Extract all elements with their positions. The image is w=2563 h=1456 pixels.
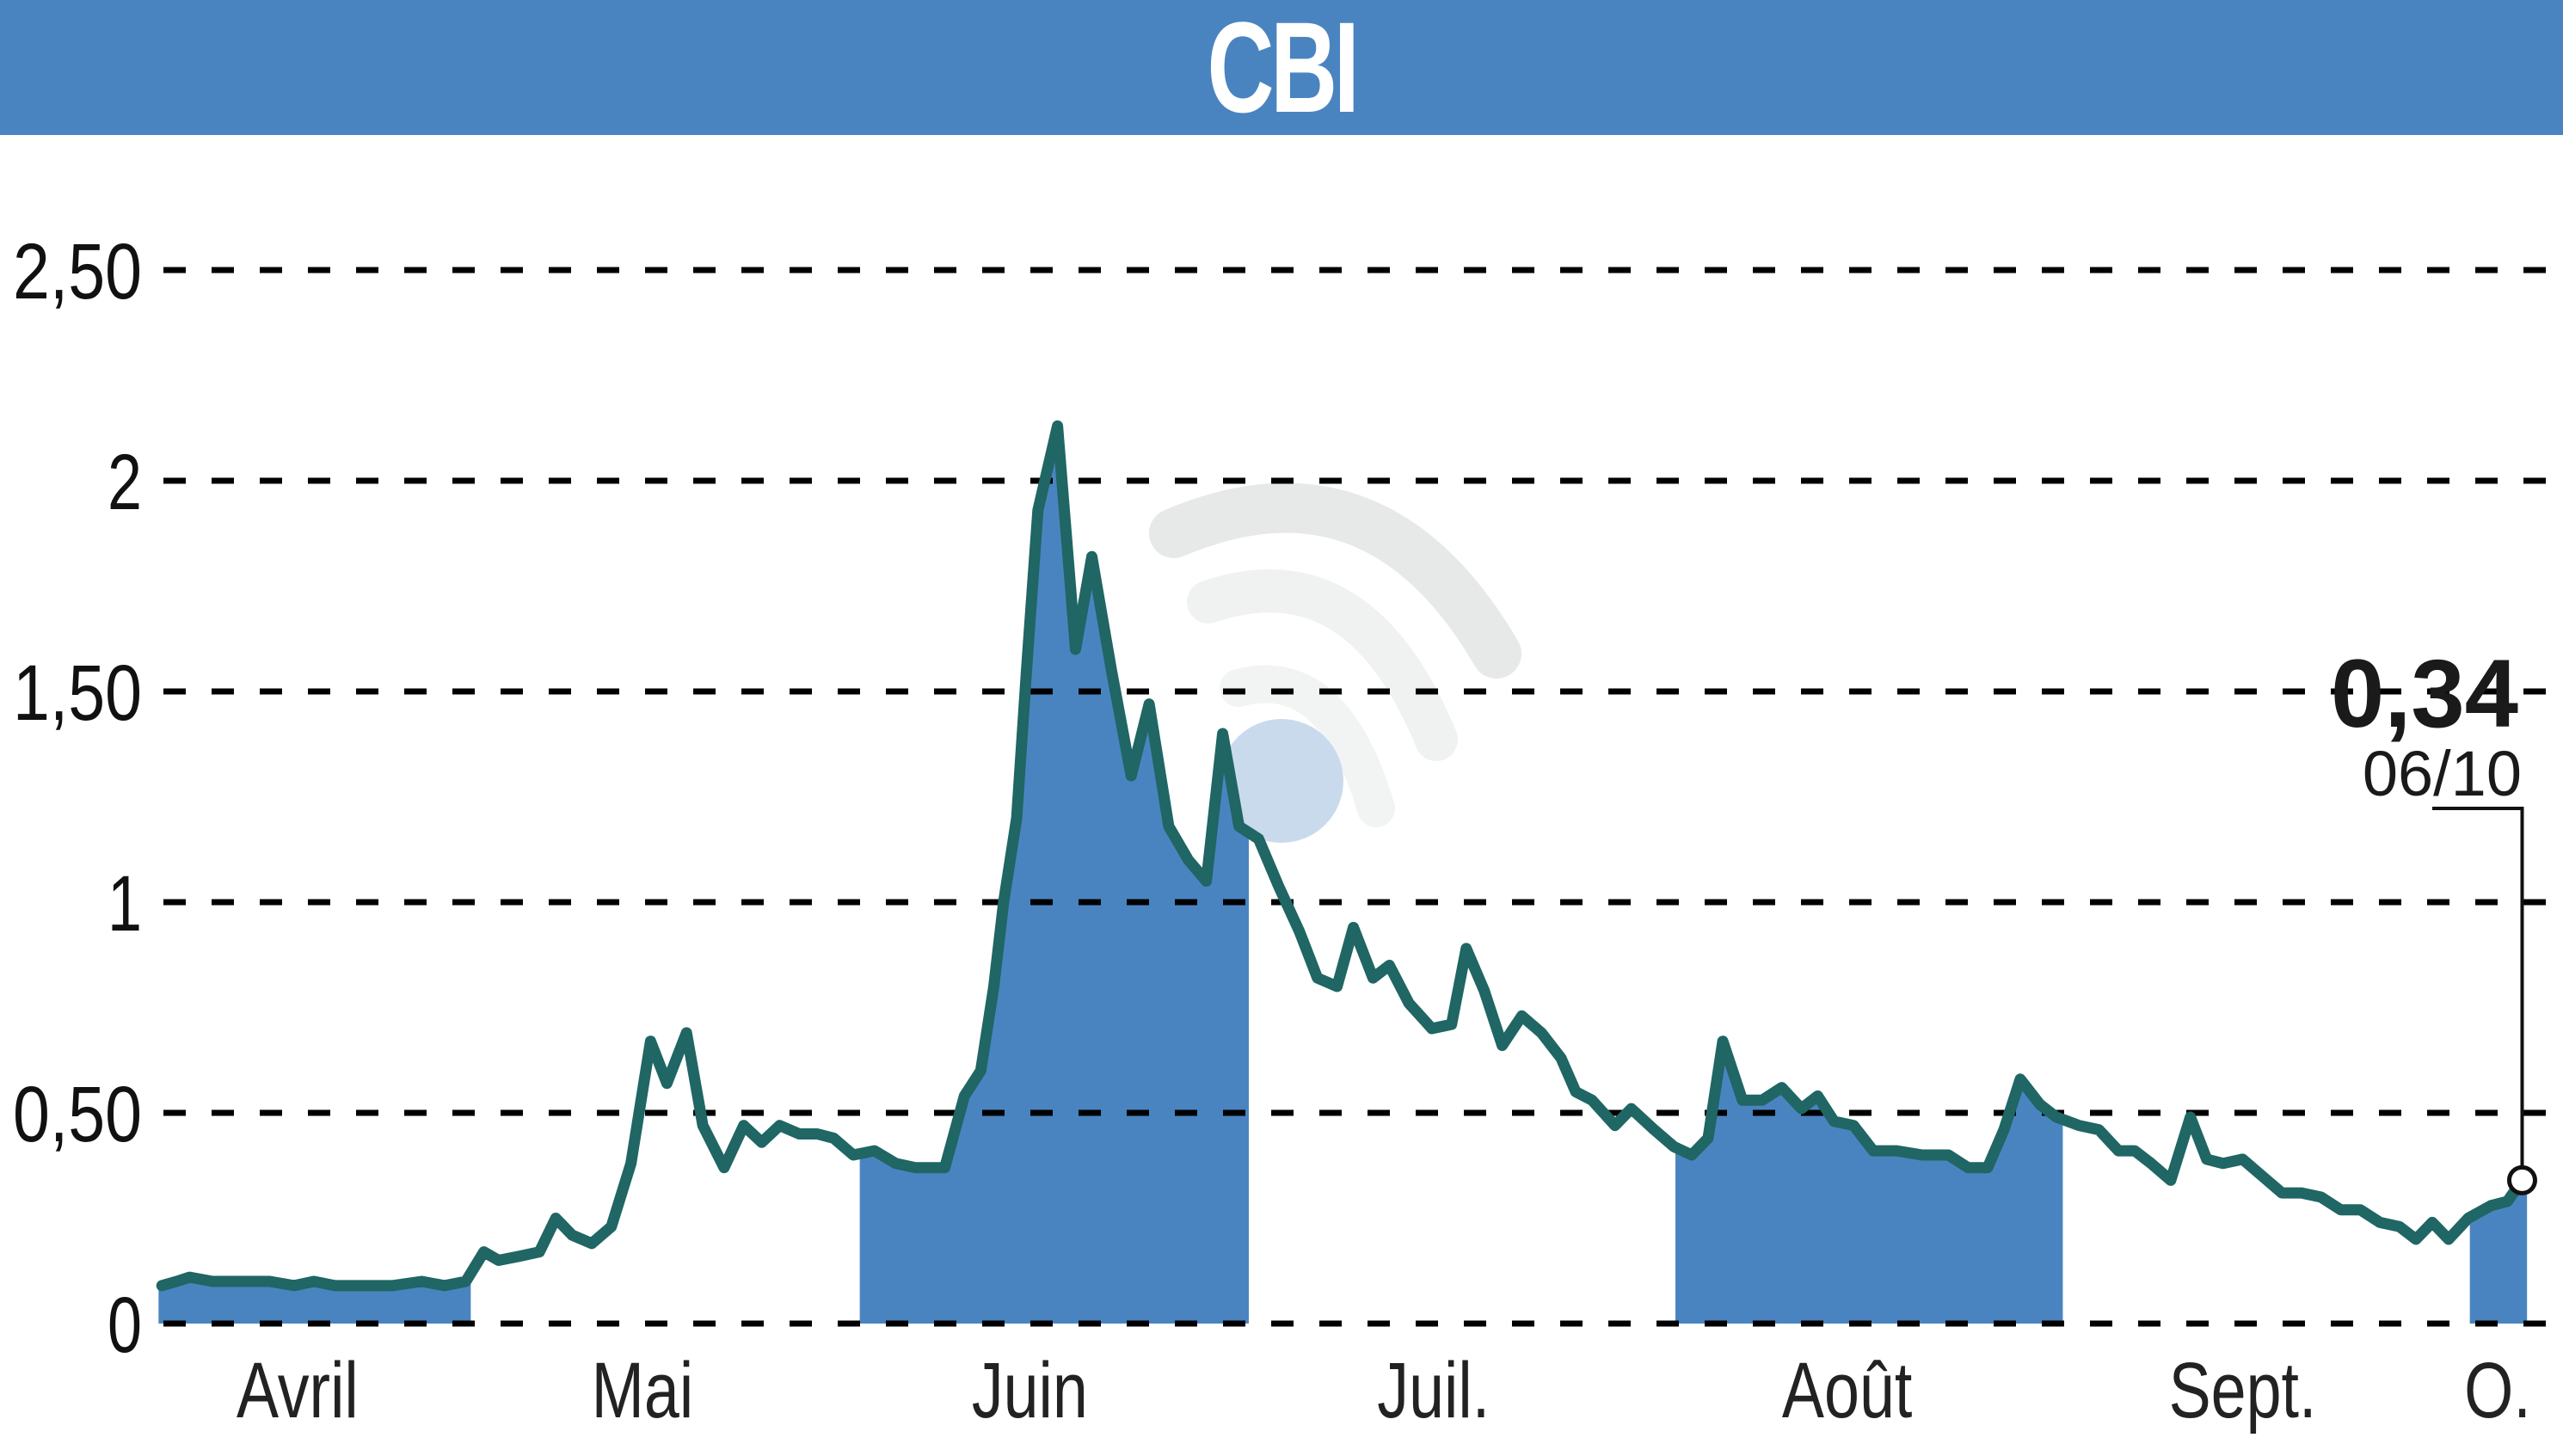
x-tick-label: Sept. xyxy=(2169,1346,2317,1434)
chart-title: CBI xyxy=(1207,0,1359,139)
leader-line xyxy=(2432,807,2524,1168)
x-tick-label: O. xyxy=(2464,1346,2531,1434)
y-tick-label: 1,50 xyxy=(13,649,142,737)
y-tick-label: 2 xyxy=(108,439,142,526)
y-axis-labels: 0 0,50 1 1,50 2 2,50 xyxy=(13,228,142,1369)
y-tick-label: 0 xyxy=(108,1281,142,1369)
x-axis-labels: Avril Mai Juin Juil. Août Sept. O. xyxy=(237,1346,2531,1434)
header-bar xyxy=(0,0,2563,135)
shaded-month-o xyxy=(2469,1180,2528,1324)
x-tick-label: Avril xyxy=(237,1346,359,1434)
x-tick-label: Août xyxy=(1782,1346,1912,1434)
last-date-label: 06/10 xyxy=(2363,738,2522,809)
end-point-marker xyxy=(2506,1164,2537,1195)
x-tick-label: Juin xyxy=(972,1346,1088,1434)
month-shading xyxy=(158,426,2528,1324)
shaded-month-juin xyxy=(859,426,1249,1324)
watermark-icon xyxy=(1149,482,1521,843)
x-tick-label: Mai xyxy=(592,1346,694,1434)
price-line xyxy=(156,420,2528,1292)
last-value-label: 0,34 xyxy=(2331,640,2518,747)
y-tick-label: 2,50 xyxy=(13,228,142,316)
y-tick-label: 1 xyxy=(108,860,142,948)
y-tick-label: 0,50 xyxy=(13,1071,142,1158)
last-value-annotation: 0,34 06/10 xyxy=(2331,640,2537,1195)
gridlines xyxy=(163,267,2563,1327)
x-tick-label: Juil. xyxy=(1377,1346,1490,1434)
